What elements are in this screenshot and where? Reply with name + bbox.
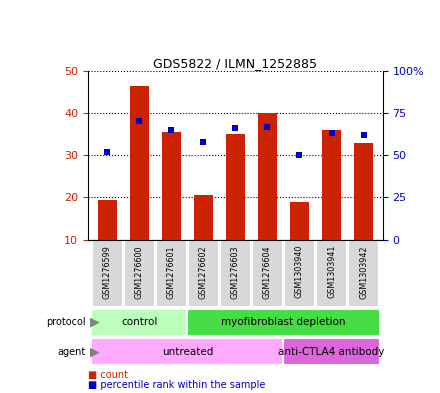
Text: protocol: protocol [46, 317, 86, 327]
Point [328, 130, 335, 136]
Bar [156, 240, 187, 307]
Text: GSM1303941: GSM1303941 [327, 245, 336, 298]
Bar [322, 130, 341, 240]
Point [168, 127, 175, 133]
Text: GSM1303942: GSM1303942 [359, 245, 368, 299]
Bar [316, 240, 347, 307]
Point [200, 139, 207, 145]
Bar [348, 240, 379, 307]
Point [136, 118, 143, 125]
Bar [162, 132, 181, 240]
Bar [290, 202, 309, 240]
Bar [92, 240, 123, 307]
Bar [354, 143, 373, 240]
Bar [124, 240, 154, 307]
Text: GSM1276602: GSM1276602 [199, 245, 208, 299]
Point [264, 123, 271, 130]
Text: GSM1276604: GSM1276604 [263, 245, 272, 299]
Text: ▶: ▶ [90, 345, 100, 358]
Bar [188, 240, 219, 307]
Text: GSM1276603: GSM1276603 [231, 245, 240, 299]
Bar [284, 240, 315, 307]
Text: GSM1276601: GSM1276601 [167, 245, 176, 299]
Bar [258, 113, 277, 240]
Text: ▶: ▶ [90, 316, 100, 329]
Bar [194, 195, 213, 240]
Bar [91, 309, 187, 336]
Text: agent: agent [58, 347, 86, 357]
Text: control: control [121, 317, 158, 327]
Bar [91, 338, 283, 365]
Point [232, 125, 239, 131]
Bar [252, 240, 283, 307]
Point [360, 132, 367, 138]
Text: GSM1276600: GSM1276600 [135, 245, 144, 299]
Bar [98, 200, 117, 240]
Text: anti-CTLA4 antibody: anti-CTLA4 antibody [279, 347, 385, 357]
Bar [220, 240, 251, 307]
Bar [226, 134, 245, 240]
Bar [130, 86, 149, 240]
Point [296, 152, 303, 158]
Title: GDS5822 / ILMN_1252885: GDS5822 / ILMN_1252885 [154, 57, 317, 70]
Text: myofibroblast depletion: myofibroblast depletion [221, 317, 346, 327]
Point [104, 149, 111, 155]
Bar [187, 309, 380, 336]
Bar [283, 338, 380, 365]
Text: ■ count: ■ count [88, 370, 128, 380]
Text: untreated: untreated [161, 347, 213, 357]
Text: ■ percentile rank within the sample: ■ percentile rank within the sample [88, 380, 265, 390]
Text: GSM1276599: GSM1276599 [103, 245, 112, 299]
Text: GSM1303940: GSM1303940 [295, 245, 304, 298]
